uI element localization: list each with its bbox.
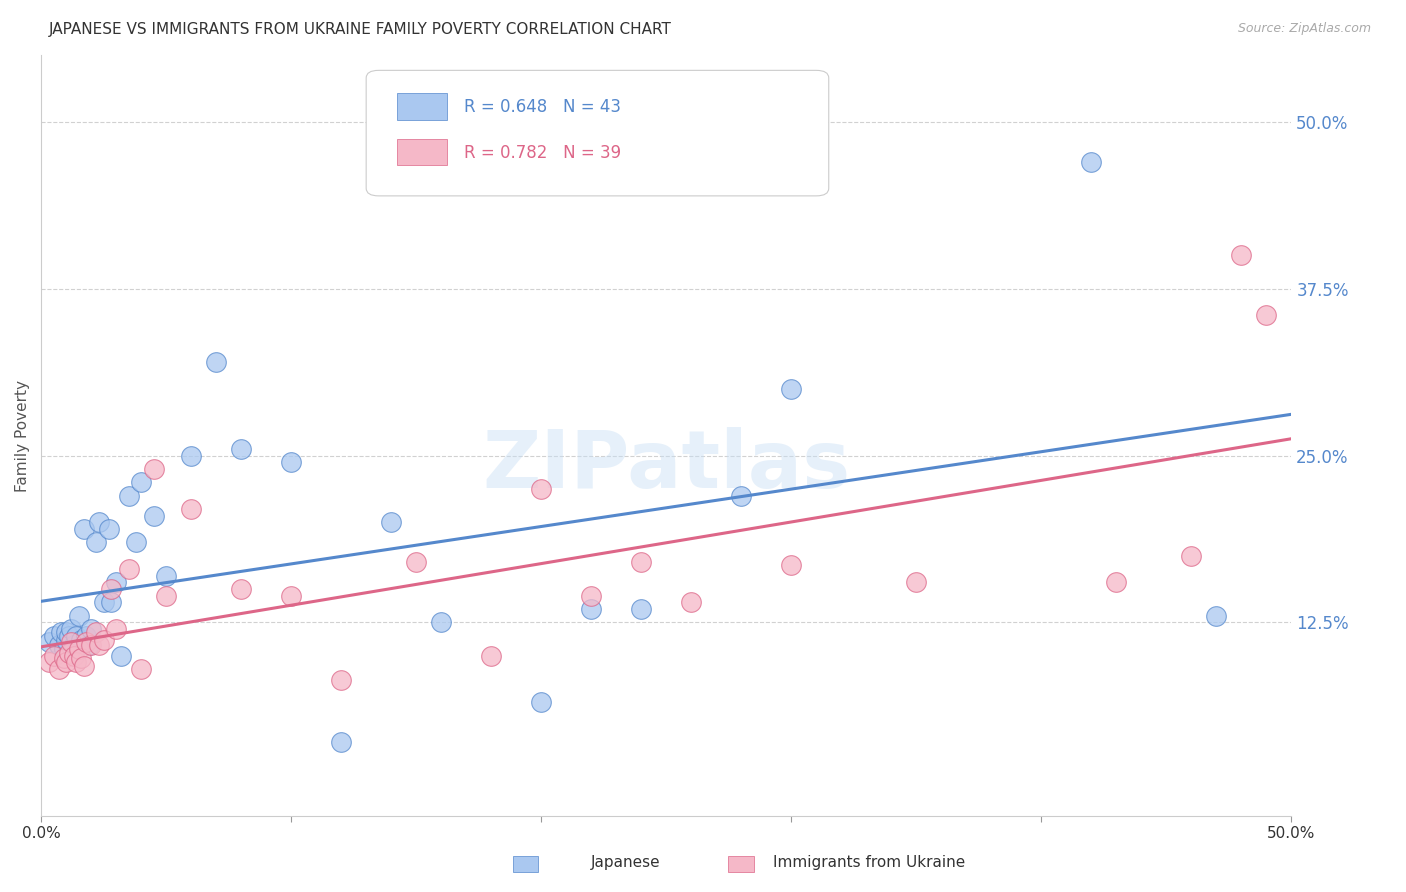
Point	[48, 662, 70, 676]
Text: JAPANESE VS IMMIGRANTS FROM UKRAINE FAMILY POVERTY CORRELATION CHART: JAPANESE VS IMMIGRANTS FROM UKRAINE FAMI…	[49, 22, 672, 37]
Point	[84, 624, 107, 639]
Point	[142, 462, 165, 476]
Point	[72, 522, 94, 536]
Point	[67, 608, 90, 623]
Point	[630, 555, 652, 569]
Point	[231, 582, 253, 596]
Point	[58, 646, 80, 660]
Point	[110, 648, 132, 663]
Point	[579, 602, 602, 616]
Point	[117, 562, 139, 576]
Point	[1256, 309, 1278, 323]
Point	[52, 651, 75, 665]
Point	[52, 642, 75, 657]
Point	[330, 735, 353, 749]
FancyBboxPatch shape	[398, 93, 447, 120]
Point	[67, 642, 90, 657]
Point	[97, 522, 120, 536]
Point	[60, 622, 83, 636]
Text: Japanese: Japanese	[591, 855, 661, 870]
Point	[70, 651, 93, 665]
Point	[60, 635, 83, 649]
Point	[62, 648, 84, 663]
Point	[42, 629, 65, 643]
Y-axis label: Family Poverty: Family Poverty	[15, 379, 30, 491]
Point	[84, 535, 107, 549]
Text: ZIPatlas: ZIPatlas	[482, 427, 851, 505]
Point	[55, 624, 77, 639]
Point	[730, 489, 752, 503]
Point	[780, 382, 803, 396]
Point	[65, 629, 87, 643]
Point	[530, 696, 553, 710]
Point	[1080, 155, 1102, 169]
Point	[77, 638, 100, 652]
Point	[48, 638, 70, 652]
Point	[231, 442, 253, 456]
Point	[380, 516, 402, 530]
Point	[479, 648, 502, 663]
FancyBboxPatch shape	[366, 70, 828, 196]
Point	[117, 489, 139, 503]
Point	[100, 595, 122, 609]
Point	[905, 575, 928, 590]
Point	[105, 575, 128, 590]
Point	[87, 516, 110, 530]
Point	[430, 615, 453, 630]
Point	[75, 629, 97, 643]
Point	[205, 355, 228, 369]
Point	[780, 558, 803, 572]
Point	[330, 673, 353, 687]
Point	[100, 582, 122, 596]
Point	[530, 482, 553, 496]
Point	[681, 595, 703, 609]
Point	[180, 502, 202, 516]
Point	[49, 624, 72, 639]
Point	[405, 555, 427, 569]
Point	[155, 589, 177, 603]
Point	[80, 622, 103, 636]
Point	[55, 632, 77, 647]
Point	[93, 632, 115, 647]
Point	[105, 622, 128, 636]
Point	[129, 475, 152, 490]
Point	[129, 662, 152, 676]
Point	[155, 568, 177, 582]
Point	[72, 659, 94, 673]
Point	[38, 656, 60, 670]
Point	[55, 656, 77, 670]
Point	[280, 455, 302, 469]
Point	[1180, 549, 1202, 563]
Point	[80, 638, 103, 652]
Point	[1230, 248, 1253, 262]
Text: Source: ZipAtlas.com: Source: ZipAtlas.com	[1237, 22, 1371, 36]
Point	[62, 638, 84, 652]
Point	[38, 635, 60, 649]
Point	[180, 449, 202, 463]
Point	[125, 535, 148, 549]
Point	[280, 589, 302, 603]
Point	[70, 632, 93, 647]
Point	[579, 589, 602, 603]
Text: R = 0.648   N = 43: R = 0.648 N = 43	[464, 98, 620, 116]
Point	[65, 656, 87, 670]
Point	[58, 629, 80, 643]
Point	[1205, 608, 1227, 623]
Point	[142, 508, 165, 523]
Point	[93, 595, 115, 609]
Text: R = 0.782   N = 39: R = 0.782 N = 39	[464, 144, 621, 161]
Point	[42, 648, 65, 663]
FancyBboxPatch shape	[398, 139, 447, 165]
Point	[87, 638, 110, 652]
Point	[630, 602, 652, 616]
Text: Immigrants from Ukraine: Immigrants from Ukraine	[773, 855, 966, 870]
Point	[1105, 575, 1128, 590]
Point	[75, 635, 97, 649]
